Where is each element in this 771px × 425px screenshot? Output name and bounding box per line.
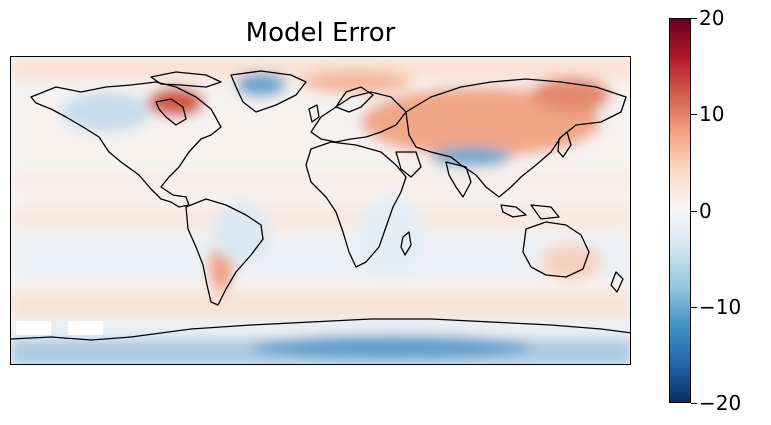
error-map bbox=[10, 56, 631, 365]
colorbar-tick bbox=[691, 307, 697, 308]
missing-data-patch bbox=[68, 321, 103, 335]
colorbar-tick-label: 0 bbox=[699, 199, 712, 223]
coastlines bbox=[11, 70, 630, 341]
colorbar-tick-label: 20 bbox=[699, 6, 725, 30]
colorbar-tick bbox=[691, 403, 697, 404]
colorbar-tick bbox=[691, 114, 697, 115]
missing-data-patch bbox=[16, 321, 51, 335]
colorbar-tick bbox=[691, 211, 697, 212]
colorbar-tick-label: −10 bbox=[699, 295, 742, 319]
colorbar-tick bbox=[691, 18, 697, 19]
map-title: Model Error bbox=[245, 18, 396, 48]
colorbar-tick-label: −20 bbox=[699, 391, 742, 415]
colorbar-tick-label: 10 bbox=[699, 102, 725, 126]
colorbar bbox=[669, 18, 691, 403]
error-field bbox=[11, 57, 630, 364]
